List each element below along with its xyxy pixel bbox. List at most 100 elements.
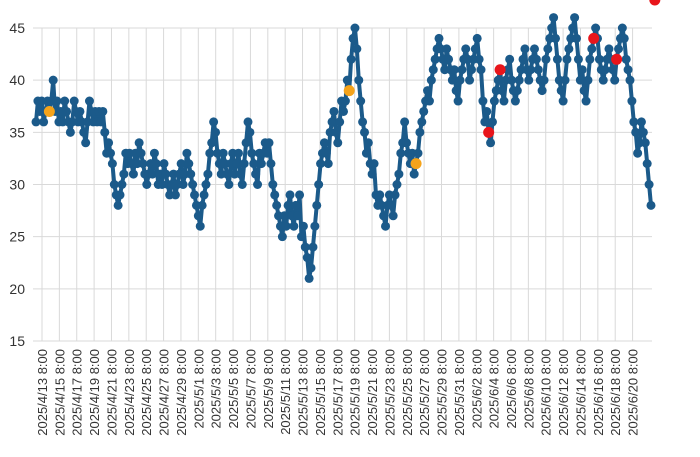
x-tick-label: 2025/4/25 8:00 [139, 349, 154, 436]
data-point [335, 117, 345, 127]
data-point [594, 54, 604, 64]
x-tick-label: 2025/4/15 8:00 [52, 349, 67, 436]
data-point [556, 86, 566, 96]
data-point [482, 106, 492, 116]
data-point [591, 23, 601, 33]
x-tick-label: 2025/6/10 8:00 [539, 349, 554, 436]
data-point [211, 127, 221, 137]
data-point [644, 180, 654, 189]
data-point [134, 138, 144, 148]
data-point [608, 65, 618, 75]
data-point [577, 65, 587, 75]
data-point [136, 148, 146, 158]
data-point [333, 138, 343, 148]
x-tick-label: 2025/5/29 8:00 [435, 349, 450, 436]
data-point [551, 33, 560, 43]
x-tick-label: 2025/5/7 8:00 [243, 349, 258, 429]
x-tick-label: 2025/4/27 8:00 [157, 349, 172, 436]
data-point [193, 211, 203, 221]
x-tick-label: 2025/6/4 8:00 [487, 349, 502, 429]
data-point [579, 86, 589, 96]
data-point [75, 106, 85, 116]
data-point [585, 54, 595, 64]
data-point [331, 127, 341, 137]
data-point [241, 138, 251, 148]
data-point [533, 65, 543, 75]
data-point [518, 54, 528, 64]
data-point [430, 54, 440, 64]
data-point [253, 180, 263, 189]
data-point [520, 44, 530, 54]
data-point [81, 138, 91, 148]
data-point [195, 221, 205, 231]
data-point [138, 159, 148, 169]
data-point [128, 169, 138, 179]
data-point [243, 117, 253, 127]
y-tick-label: 20 [9, 281, 25, 297]
highlight-markers [43, 0, 661, 170]
data-point [493, 75, 503, 85]
x-tick-label: 2025/5/31 8:00 [452, 349, 467, 436]
data-point [587, 44, 597, 54]
data-point [233, 148, 243, 158]
data-point [159, 159, 169, 169]
data-point [465, 75, 475, 85]
data-point [270, 190, 280, 200]
data-point [375, 190, 385, 200]
data-point [369, 159, 379, 169]
data-point [247, 148, 257, 158]
data-point [117, 180, 127, 189]
data-point [390, 190, 400, 200]
data-point [497, 86, 507, 96]
data-point [560, 75, 570, 85]
data-point [218, 148, 228, 158]
x-tick-label: 2025/4/17 8:00 [70, 349, 85, 436]
data-point [600, 65, 610, 75]
data-point [568, 23, 578, 33]
data-point [239, 159, 249, 169]
data-point [388, 211, 398, 221]
data-point [631, 127, 641, 137]
data-point [197, 200, 207, 210]
data-point [170, 190, 180, 200]
data-point [65, 127, 75, 137]
highlight-point-orange [410, 158, 422, 170]
highlight-point-red [611, 53, 623, 65]
data-point [161, 169, 171, 179]
data-point [409, 169, 419, 179]
data-point [447, 75, 457, 85]
data-point [428, 65, 438, 75]
data-point [547, 23, 557, 33]
x-tick-label: 2025/5/1 8:00 [191, 349, 206, 429]
data-point [340, 96, 350, 106]
x-tick-label: 2025/6/12 8:00 [556, 349, 571, 436]
data-point [107, 159, 117, 169]
data-point [178, 180, 188, 189]
data-point [237, 180, 247, 189]
x-axis-tick-labels: 2025/4/13 8:00 2025/4/15 8:00 2025/4/17 8:… [35, 349, 641, 436]
data-point [291, 200, 301, 210]
data-point [176, 159, 186, 169]
x-tick-label: 2025/5/5 8:00 [226, 349, 241, 429]
x-tick-label: 2025/5/11 8:00 [278, 349, 293, 435]
data-point [619, 33, 629, 43]
y-tick-label: 35 [9, 124, 25, 140]
data-point [466, 65, 476, 75]
data-point [415, 127, 425, 137]
data-point [625, 75, 635, 85]
data-point [199, 190, 209, 200]
data-point [262, 148, 272, 158]
data-point [279, 211, 289, 221]
highlight-point-red [483, 126, 495, 138]
data-point [207, 138, 217, 148]
data-point [638, 127, 648, 137]
data-point [426, 75, 436, 85]
x-tick-label: 2025/6/20 8:00 [626, 349, 641, 436]
data-point [386, 200, 396, 210]
data-point [308, 242, 318, 252]
x-tick-label: 2025/5/9 8:00 [261, 349, 276, 429]
data-point [514, 75, 524, 85]
data-point [222, 169, 232, 179]
data-point [449, 65, 459, 75]
data-point [629, 117, 639, 127]
